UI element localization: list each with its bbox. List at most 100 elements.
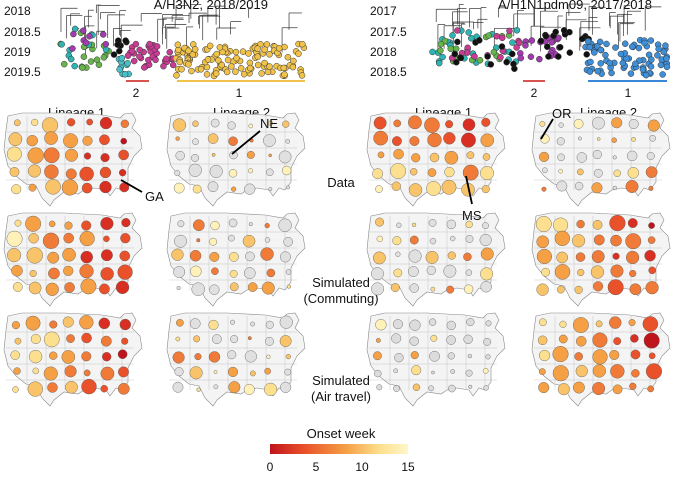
- state-dot: [63, 265, 74, 276]
- state-dot: [99, 283, 110, 295]
- state-dot: [559, 320, 567, 328]
- state-dot: [483, 385, 489, 391]
- state-dot: [41, 117, 59, 134]
- state-dot: [228, 381, 241, 394]
- state-dot: [371, 267, 384, 281]
- state-dot: [377, 151, 385, 159]
- state-dot: [462, 164, 479, 181]
- state-dot: [373, 130, 389, 146]
- state-dot: [42, 232, 60, 249]
- color-legend: Onset week 0 5 10 15: [267, 426, 415, 474]
- state-dot: [644, 250, 656, 262]
- state-dot: [174, 367, 184, 377]
- state-dot: [647, 385, 655, 393]
- year-tick: 2018.5: [370, 65, 407, 79]
- state-dot: [647, 119, 660, 132]
- state-dot: [81, 332, 92, 344]
- state-dot: [9, 167, 20, 177]
- state-dot: [286, 185, 290, 190]
- state-dot: [576, 152, 588, 163]
- state-dot: [28, 183, 37, 192]
- legend-tick: 10: [355, 460, 369, 474]
- state-dot: [576, 219, 585, 229]
- state-dot: [427, 168, 437, 177]
- state-dot: [574, 181, 584, 191]
- state-dot: [375, 338, 381, 343]
- state-dot: [395, 251, 401, 257]
- state-dot: [468, 384, 473, 389]
- state-dot: [392, 236, 402, 246]
- state-dot: [591, 250, 605, 264]
- state-dot: [575, 365, 588, 378]
- state-dot: [393, 119, 402, 128]
- state-dot: [243, 383, 255, 395]
- state-dot: [43, 147, 60, 164]
- state-dot: [431, 370, 435, 375]
- state-dot: [27, 381, 43, 397]
- state-dot: [392, 136, 402, 147]
- map-grid: [3, 112, 671, 407]
- state-dot: [174, 170, 181, 177]
- state-dot: [536, 235, 550, 249]
- state-dot: [538, 382, 550, 394]
- state-dot: [626, 150, 638, 162]
- state-dot: [424, 117, 440, 133]
- state-dot: [558, 122, 564, 128]
- state-dot: [467, 354, 472, 359]
- state-dot: [409, 336, 419, 346]
- state-dot: [612, 252, 620, 260]
- state-dot: [408, 266, 419, 277]
- tree-title: A/H3N2, 2018/2019: [154, 0, 268, 12]
- state-dot: [61, 350, 76, 364]
- state-dot: [609, 214, 626, 232]
- state-dot: [282, 120, 290, 128]
- clade-label: 1: [236, 86, 243, 100]
- state-dot: [244, 350, 257, 363]
- state-dot: [174, 234, 187, 248]
- state-dot: [485, 320, 492, 327]
- state-dot: [175, 136, 180, 141]
- state-dot: [409, 235, 419, 245]
- state-dot: [100, 217, 114, 231]
- state-dot: [645, 166, 658, 178]
- state-dot: [610, 364, 625, 379]
- state-dot: [265, 320, 274, 329]
- state-dot: [268, 187, 273, 192]
- state-dot: [482, 367, 489, 374]
- state-dot: [173, 182, 185, 194]
- state-dot: [463, 252, 472, 262]
- state-dot: [373, 351, 382, 361]
- map-panel: [166, 112, 306, 207]
- state-dot: [466, 318, 475, 327]
- state-dot: [629, 382, 637, 390]
- state-dot: [396, 222, 402, 228]
- state-dot: [393, 385, 400, 392]
- state-dot: [8, 132, 23, 147]
- state-dot: [263, 134, 276, 147]
- state-dot: [593, 281, 604, 292]
- state-dot: [409, 283, 419, 293]
- year-tick: 2017.5: [370, 25, 407, 39]
- state-dot: [172, 351, 185, 364]
- state-dot: [285, 139, 291, 144]
- state-dot: [592, 364, 606, 378]
- state-dot: [246, 150, 255, 159]
- state-dot: [612, 384, 623, 395]
- state-dot: [99, 134, 110, 146]
- state-dot: [286, 284, 292, 289]
- state-dot: [11, 265, 23, 277]
- state-dot: [81, 220, 92, 231]
- state-dot: [372, 251, 386, 265]
- state-dot: [62, 247, 76, 262]
- state-dot: [430, 334, 438, 342]
- state-dot: [12, 386, 19, 393]
- state-dot: [449, 235, 456, 242]
- state-dot: [281, 165, 292, 176]
- state-dot: [542, 167, 548, 174]
- state-dot: [81, 351, 92, 362]
- state-dot: [45, 282, 59, 296]
- state-dot: [535, 216, 552, 232]
- state-dot: [264, 367, 271, 375]
- state-dot: [210, 118, 220, 128]
- state-dot: [261, 281, 275, 295]
